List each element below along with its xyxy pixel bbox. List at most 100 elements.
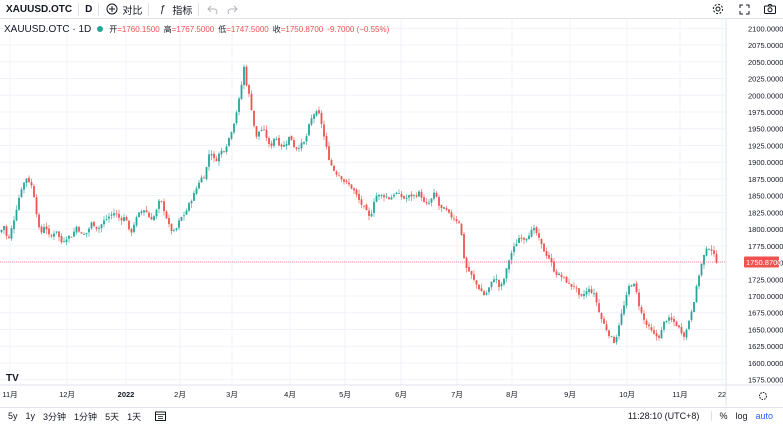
candle-body — [310, 118, 313, 125]
candle-body — [690, 311, 693, 321]
candle-body — [698, 275, 700, 287]
candle-body — [523, 237, 525, 240]
candle-body — [648, 324, 650, 327]
calendar-range-icon — [153, 409, 167, 423]
y-tick-label: 1650.0000 — [748, 325, 783, 334]
y-tick-label: 1625.0000 — [748, 342, 783, 351]
candle-body — [423, 197, 425, 202]
candle-body — [343, 179, 345, 182]
candle-body — [443, 207, 445, 209]
y-tick-label: 1825.0000 — [748, 208, 783, 217]
candle-body — [230, 132, 233, 139]
candle-body — [580, 294, 583, 296]
candle-body — [243, 66, 245, 86]
candle-body — [685, 329, 688, 338]
y-tick-label: 1925.0000 — [748, 141, 783, 150]
candle-body — [188, 203, 190, 211]
candle-body — [140, 211, 143, 214]
candle-body — [578, 288, 580, 295]
y-tick-label: 2100.0000 — [748, 24, 783, 33]
candle-body — [233, 123, 235, 133]
range-1y[interactable]: 1y — [25, 411, 36, 421]
indicators-button[interactable]: ƒ 指标 — [149, 0, 198, 19]
candle-body — [590, 289, 593, 293]
y-tick-label: 2000.0000 — [748, 91, 783, 100]
candle-body — [75, 226, 78, 233]
candle-body — [618, 325, 620, 337]
candle-body — [248, 85, 250, 94]
interval-selector[interactable]: D — [85, 3, 93, 15]
candle-body — [220, 150, 223, 155]
screenshot-button[interactable] — [757, 0, 783, 19]
candle-body — [398, 193, 400, 194]
candle-body — [160, 200, 163, 202]
candle-body — [30, 182, 33, 186]
candle-body — [520, 237, 523, 239]
fullscreen-icon — [737, 2, 751, 16]
candle-body — [353, 188, 355, 191]
price-chart[interactable]: 2100.0000 2075.0000 2050.0000 2025.0000 2000… — [0, 19, 783, 406]
candle-body — [670, 317, 673, 320]
range-1min[interactable]: 1分钟 — [74, 411, 98, 422]
candle-body — [378, 194, 380, 197]
range-3min[interactable]: 3分钟 — [43, 411, 67, 422]
candle-body — [298, 148, 300, 149]
range-5y[interactable]: 5y — [8, 411, 18, 421]
candle-body — [465, 257, 468, 269]
redo-button[interactable] — [225, 0, 245, 19]
candle-body — [445, 208, 448, 210]
candle-body — [238, 98, 240, 113]
candle-body — [330, 160, 333, 166]
candle-body — [180, 217, 183, 221]
candle-body — [640, 307, 643, 313]
candle-body — [708, 248, 710, 250]
candle-body — [90, 222, 93, 229]
candle-body — [395, 192, 398, 194]
candle-body — [200, 177, 203, 183]
clock-label[interactable]: 11:28:10 (UTC+8) — [627, 411, 700, 421]
candle-body — [425, 201, 428, 204]
x-tick-label: 5月 — [339, 390, 351, 399]
range-1d[interactable]: 1天 — [127, 411, 142, 422]
candle-body — [663, 321, 665, 330]
y-tick-label: 1675.0000 — [748, 309, 783, 318]
candle-body — [483, 291, 485, 296]
candle-body — [170, 223, 173, 232]
range-5d[interactable]: 5天 — [105, 411, 120, 422]
candle-body — [10, 228, 13, 239]
percent-toggle[interactable]: % — [711, 411, 731, 421]
open-label: 开 — [109, 24, 118, 34]
x-tick-label: 6月 — [395, 390, 407, 399]
candle-body — [455, 219, 458, 222]
settings-button[interactable] — [705, 0, 731, 19]
candle-body — [195, 188, 198, 194]
candle-body — [598, 303, 600, 313]
candle-body — [543, 243, 545, 252]
candle-body — [23, 182, 25, 190]
auto-scale-toggle[interactable]: auto — [755, 411, 773, 421]
candle-body — [18, 197, 20, 210]
candle-body — [0, 229, 3, 233]
fullscreen-button[interactable] — [731, 0, 757, 19]
y-tick-label: 2075.0000 — [748, 41, 783, 50]
candle-body — [48, 228, 50, 235]
toolbar-divider — [148, 2, 150, 16]
candle-body — [518, 237, 520, 244]
date-range-button[interactable] — [149, 409, 171, 423]
candle-body — [113, 213, 115, 216]
top-toolbar: XAUUSD.OTC D 对比 ƒ 指标 — [0, 0, 783, 19]
symbol-search[interactable]: XAUUSD.OTC — [6, 3, 73, 15]
x-tick-label: 2月 — [174, 390, 186, 399]
candle-body — [665, 320, 668, 323]
candle-body — [410, 194, 413, 197]
axis-settings-icon[interactable] — [759, 392, 767, 400]
candle-body — [500, 283, 503, 287]
candlestick-chart-svg[interactable]: 2100.0000 2075.0000 2050.0000 2025.0000 2000… — [0, 19, 783, 406]
compare-button[interactable]: 对比 — [99, 0, 148, 19]
log-toggle[interactable]: log — [735, 411, 748, 421]
undo-button[interactable] — [199, 0, 225, 19]
candle-body — [613, 336, 615, 344]
close-label: 收 — [272, 24, 281, 34]
candle-body — [435, 193, 438, 197]
candle-body — [683, 332, 685, 337]
